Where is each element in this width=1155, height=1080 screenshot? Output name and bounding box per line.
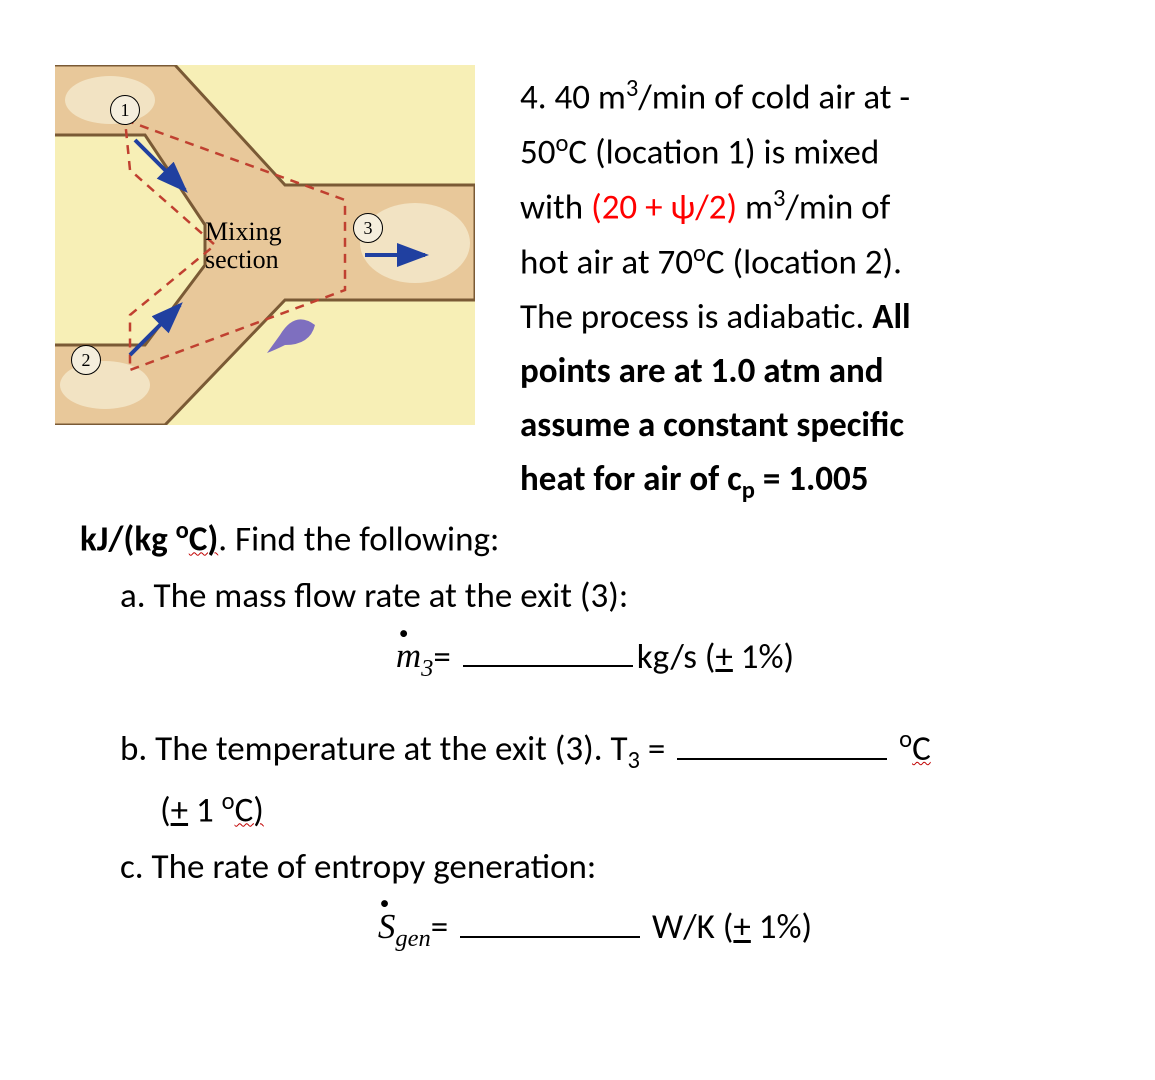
dot-c: •: [380, 890, 390, 919]
deg-a: o: [555, 128, 568, 158]
line3b: m: [737, 186, 773, 228]
dot-a: •: [399, 620, 409, 649]
f1c: . Find the following:: [218, 519, 499, 561]
line2a: 50: [520, 132, 555, 174]
question-c: c. The rate of entropy generation:: [120, 841, 1110, 894]
line5-bold: All: [872, 296, 910, 338]
qb-a: b. The temperature at the exit (3). T: [120, 728, 628, 770]
tol-c: 1%): [751, 906, 812, 948]
line7-bold: assume a constant specific: [520, 404, 904, 446]
question-b: b. The temperature at the exit (3). T3 =…: [120, 721, 1110, 779]
line8a-bold: heat for air of c: [520, 458, 742, 500]
line1a: 4. 40 m: [520, 77, 626, 119]
unit-a: kg/s (: [637, 635, 716, 677]
svg-text:section: section: [205, 245, 279, 274]
line5a: The process is adiabatic.: [520, 296, 872, 338]
problem-text-right: 4. 40 m3/min of cold air at - 50oC (loca…: [520, 70, 1110, 510]
line2b: C (location 1) is mixed: [568, 132, 879, 174]
mdot-sub: 3: [421, 654, 433, 681]
tol-a: 1%): [733, 635, 794, 677]
line3c: /min of: [785, 186, 890, 228]
tolb-b: 1: [188, 789, 222, 831]
line4a: hot air at 70: [520, 241, 693, 283]
unit-b: C: [912, 728, 931, 770]
eq-c: =: [431, 906, 456, 948]
deg-b: o: [693, 238, 706, 268]
t3-sub: 3: [628, 745, 640, 775]
blank-b: [677, 721, 887, 760]
svg-text:Mixing: Mixing: [205, 217, 282, 246]
tol-b-line: (+ 1 oC): [160, 783, 1110, 837]
node-3-label: 3: [353, 213, 383, 243]
line1b: /min of cold air at -: [638, 77, 910, 119]
node-1-label: 1: [110, 95, 140, 125]
sup-3-b: 3: [773, 183, 785, 213]
deg-d: o: [899, 724, 912, 754]
deg-e: o: [222, 786, 235, 816]
unit-c: W/K (: [652, 906, 733, 948]
eq-a: =: [433, 635, 458, 677]
pm-c: +: [733, 906, 750, 948]
blank-a: [463, 629, 633, 668]
cp-sub: p: [742, 475, 755, 505]
line4b: C (location 2).: [706, 241, 902, 283]
pm-a: +: [715, 635, 732, 677]
qb-b: =: [640, 728, 673, 770]
mixing-diagram: Mixing section 1 2 3: [55, 65, 475, 425]
line3a: with: [520, 186, 591, 228]
line3-red: (20 + ψ/2): [591, 186, 737, 228]
pm-b: +: [171, 789, 188, 831]
deg-c: o: [176, 515, 189, 545]
question-a: a. The mass flow rate at the exit (3):: [120, 570, 1110, 623]
line6-bold: points are at 1.0 atm and: [520, 350, 884, 392]
node-2-label: 2: [71, 345, 101, 375]
equation-c: S • gen= W/K (+ 1%): [80, 899, 1110, 958]
tolb-c: C): [235, 789, 264, 831]
sup-3-a: 3: [626, 73, 638, 103]
sdot-sub: gen: [395, 925, 430, 952]
f1a: kJ/(kg: [80, 519, 176, 561]
line8b-bold: = 1.005: [755, 458, 869, 500]
problem-text-full: kJ/(kg oC). Find the following: a. The m…: [80, 512, 1110, 958]
blank-c: [460, 899, 640, 938]
f1b: C): [189, 519, 218, 561]
equation-a: m • 3= kg/s (+ 1%): [80, 629, 1110, 688]
tolb-a: (: [160, 789, 171, 831]
